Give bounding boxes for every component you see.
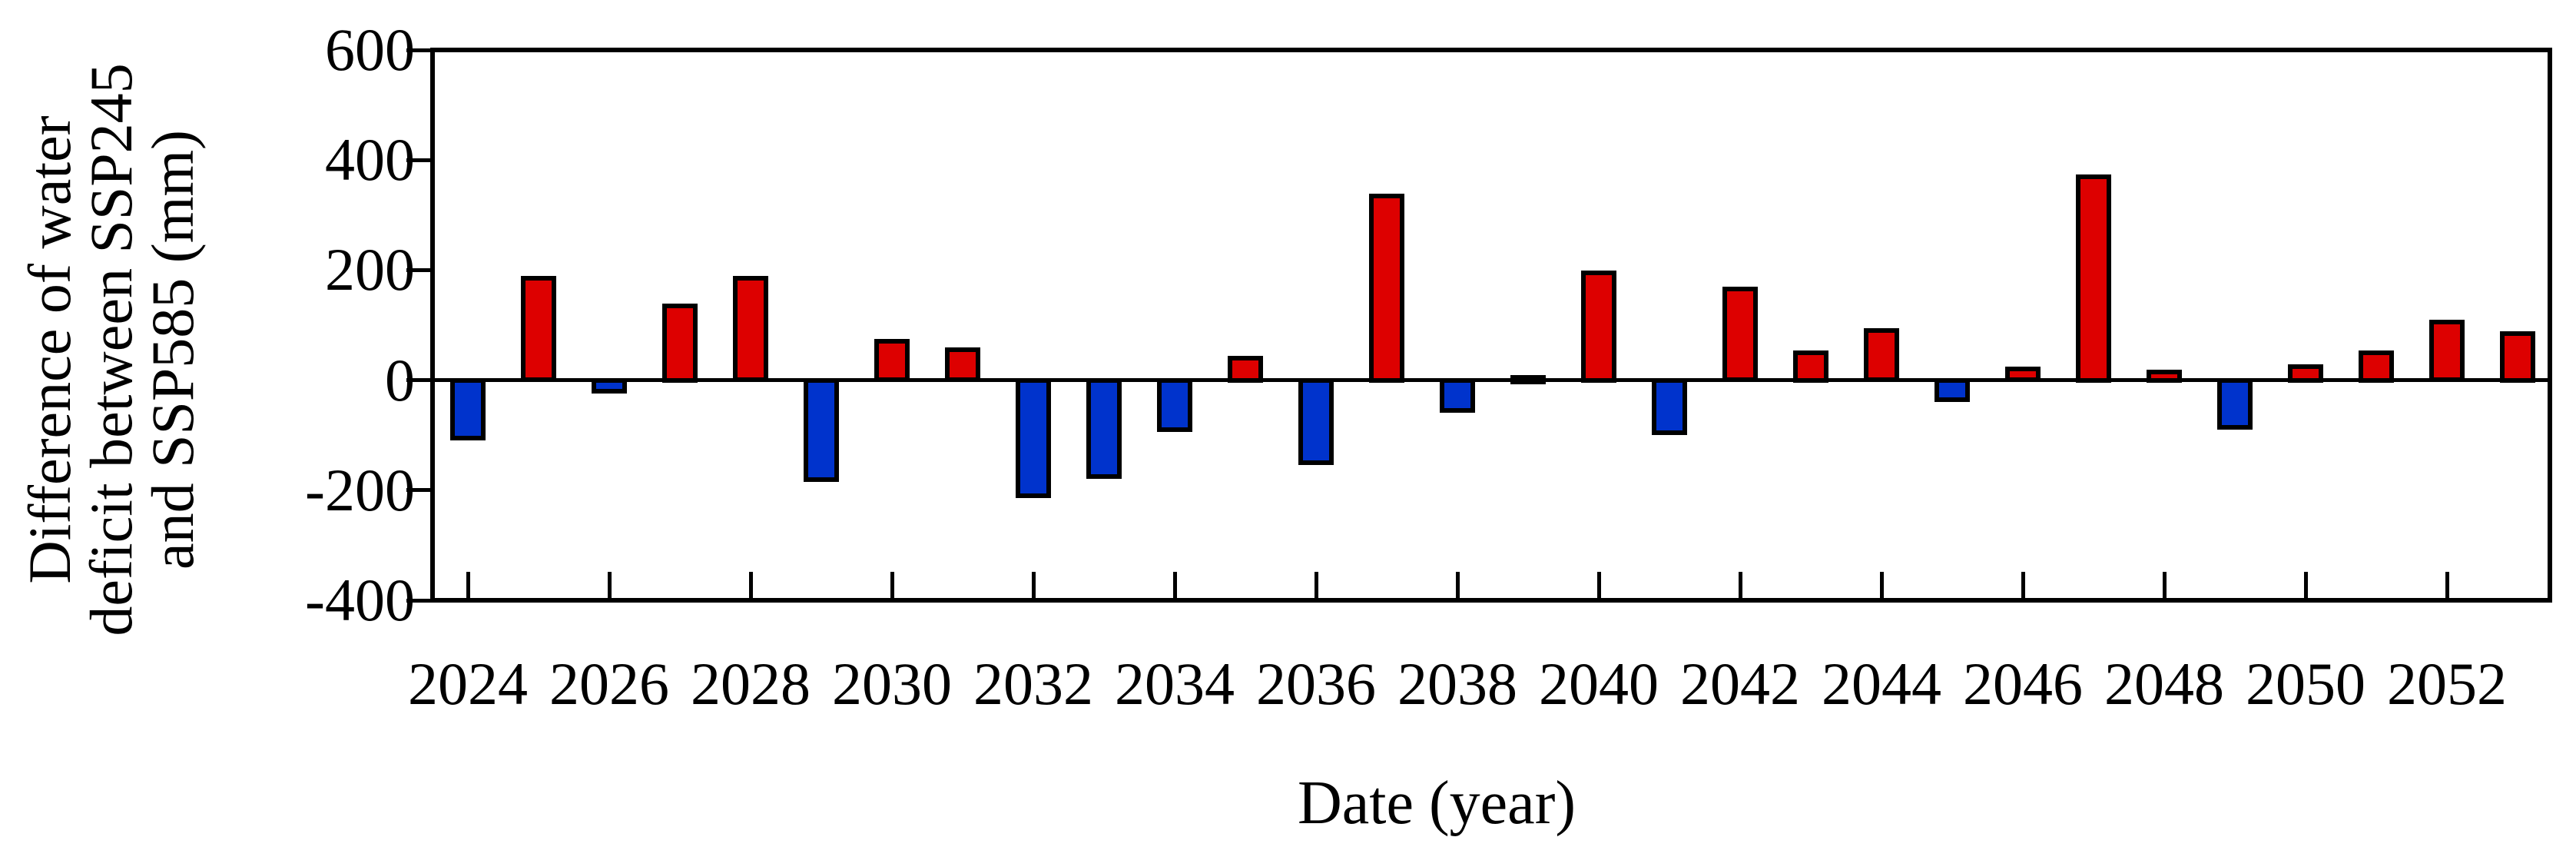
bar-2029 xyxy=(804,378,839,482)
bar-2044 xyxy=(1864,328,1899,382)
x-tick-2024 xyxy=(466,572,470,598)
bar-2034 xyxy=(1157,378,1192,432)
y-tick-label-200: 200 xyxy=(325,236,415,303)
y-axis-label-line2: deficit between SSP245 xyxy=(78,63,144,636)
x-tick-2034 xyxy=(1173,572,1177,598)
x-tick-2026 xyxy=(608,572,612,598)
bar-2024 xyxy=(450,378,486,440)
y-tick-label-600: 600 xyxy=(325,16,415,83)
x-tick-2038 xyxy=(1456,572,1460,598)
bar-2047 xyxy=(2076,174,2111,383)
x-tick-label-2040: 2040 xyxy=(1539,650,1659,717)
bar-2037 xyxy=(1369,194,1404,383)
x-tick-label-2034: 2034 xyxy=(1115,650,1235,717)
x-tick-2052 xyxy=(2445,572,2449,598)
bar-2030 xyxy=(874,339,910,382)
x-tick-label-2024: 2024 xyxy=(408,650,528,717)
bar-2031 xyxy=(945,347,980,382)
bar-2033 xyxy=(1086,378,1122,479)
x-tick-2032 xyxy=(1032,572,1036,598)
x-tick-label-2042: 2042 xyxy=(1680,650,1800,717)
x-tick-2042 xyxy=(1739,572,1742,598)
y-tick--400 xyxy=(406,599,433,603)
bar-2038 xyxy=(1440,378,1475,413)
bar-2041 xyxy=(1652,378,1687,435)
bar-2027 xyxy=(662,304,698,383)
x-tick-label-2044: 2044 xyxy=(1822,650,1941,717)
plot-area-border xyxy=(430,48,2552,603)
bar-2052 xyxy=(2429,320,2465,382)
y-tick-400 xyxy=(406,158,433,162)
bar-2032 xyxy=(1016,378,1051,498)
bar-2049 xyxy=(2217,378,2253,430)
x-tick-2044 xyxy=(1880,572,1884,598)
x-tick-label-2030: 2030 xyxy=(832,650,952,717)
x-tick-2040 xyxy=(1597,572,1601,598)
y-tick--200 xyxy=(406,488,433,492)
bar-2051 xyxy=(2359,350,2394,383)
x-tick-label-2032: 2032 xyxy=(973,650,1093,717)
y-axis-label: Difference of water deficit between SSP2… xyxy=(16,4,206,696)
bar-2036 xyxy=(1298,378,1334,465)
x-tick-2050 xyxy=(2304,572,2308,598)
bar-2043 xyxy=(1793,350,1828,383)
x-tick-label-2038: 2038 xyxy=(1397,650,1517,717)
bar-2040 xyxy=(1581,271,1616,383)
x-tick-label-2036: 2036 xyxy=(1256,650,1376,717)
bar-2028 xyxy=(733,276,768,382)
y-tick-600 xyxy=(406,48,433,52)
x-tick-label-2046: 2046 xyxy=(1963,650,2083,717)
x-tick-2048 xyxy=(2163,572,2167,598)
bar-2042 xyxy=(1722,287,1758,382)
x-tick-2036 xyxy=(1315,572,1318,598)
y-tick-0 xyxy=(406,378,433,382)
y-axis-label-line1: Difference of water xyxy=(16,115,83,584)
x-tick-2046 xyxy=(2021,572,2025,598)
y-tick-label--400: -400 xyxy=(305,566,415,633)
x-tick-label-2050: 2050 xyxy=(2246,650,2365,717)
x-tick-2030 xyxy=(890,572,894,598)
y-tick-label-400: 400 xyxy=(325,126,415,193)
zero-baseline xyxy=(433,378,2550,382)
y-tick-label--200: -200 xyxy=(305,457,415,523)
x-tick-label-2028: 2028 xyxy=(691,650,811,717)
x-tick-2028 xyxy=(749,572,753,598)
x-tick-label-2026: 2026 xyxy=(549,650,669,717)
bar-2053 xyxy=(2500,331,2535,383)
x-tick-label-2052: 2052 xyxy=(2387,650,2507,717)
x-tick-label-2048: 2048 xyxy=(2104,650,2224,717)
bar-2025 xyxy=(521,276,556,382)
x-axis-label: Date (year) xyxy=(1298,769,1576,837)
y-tick-200 xyxy=(406,268,433,272)
y-tick-label-0: 0 xyxy=(385,347,415,414)
